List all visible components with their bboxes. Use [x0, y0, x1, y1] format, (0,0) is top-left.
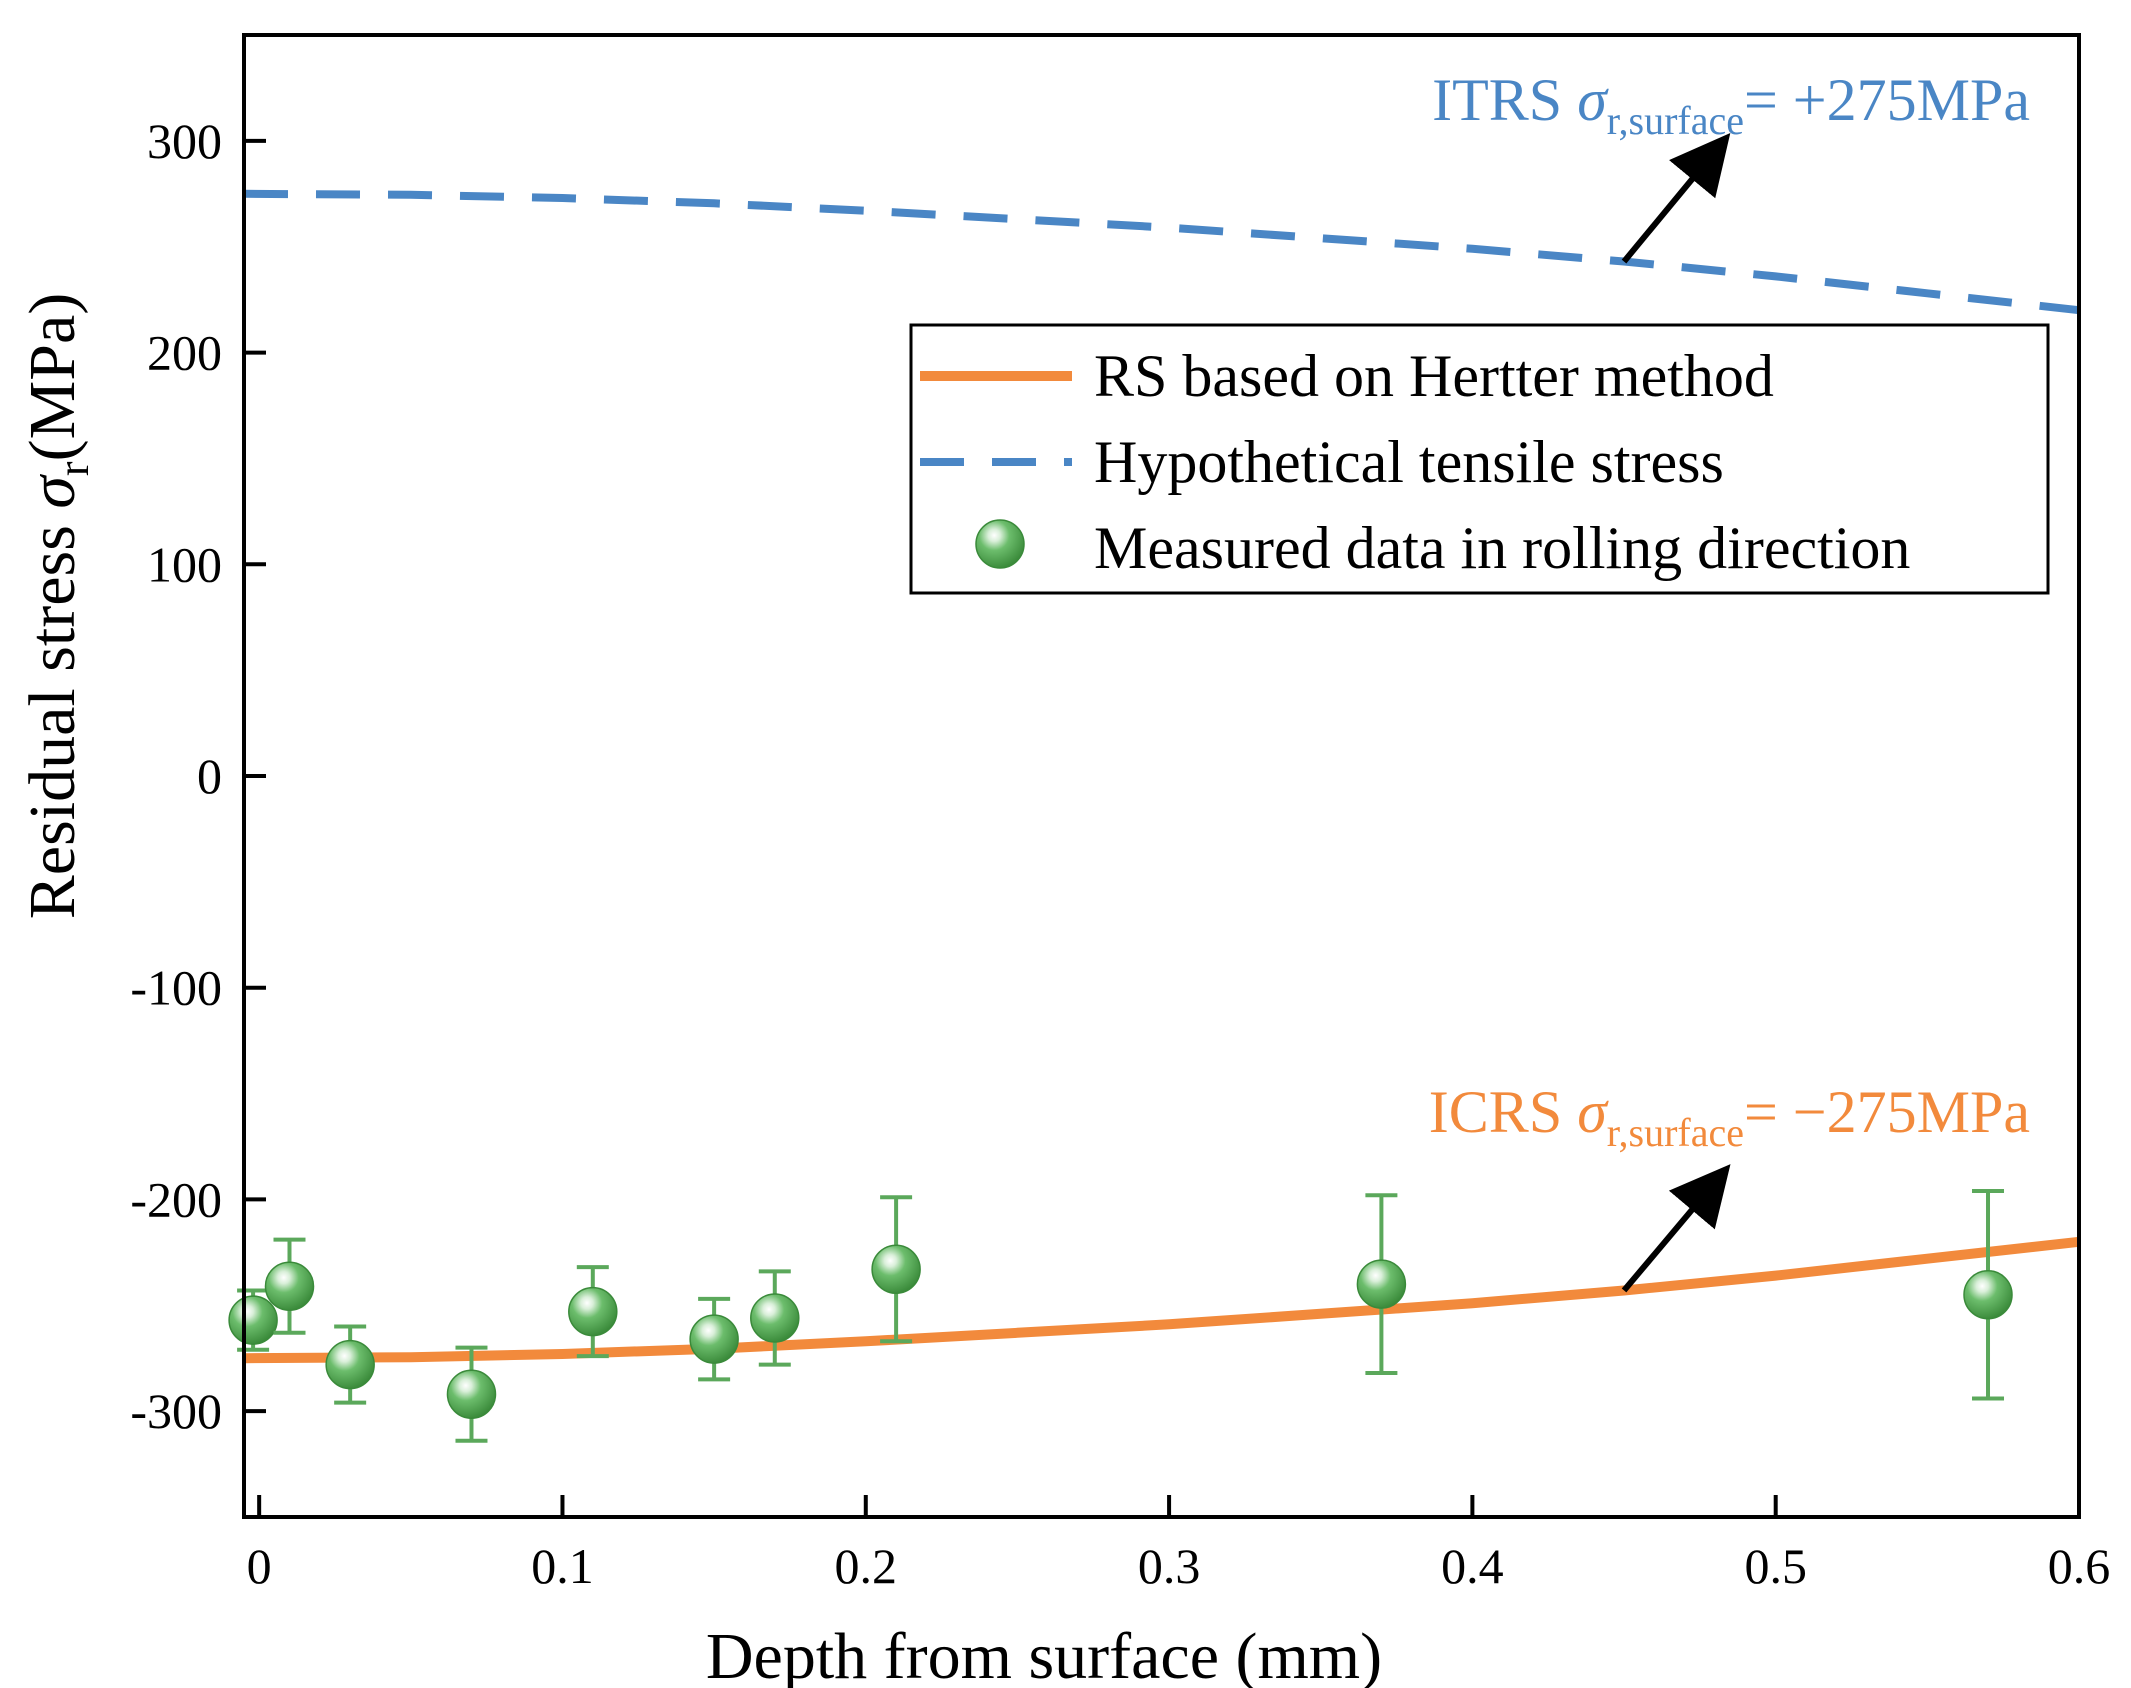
annotation-suffix-itrs: = +275MPa — [1744, 67, 2030, 133]
x-tick-label-2: 0.2 — [835, 1538, 898, 1594]
data-point-3 — [446, 1345, 497, 1443]
marker-1 — [264, 1261, 315, 1311]
annotation-sub-itrs: r,surface — [1607, 98, 1744, 143]
x-tick-label-0: 0 — [247, 1538, 272, 1594]
series-0-line — [243, 1236, 2080, 1364]
legend-swatch-2 — [975, 519, 1025, 569]
data-point-5 — [689, 1296, 739, 1382]
annotation-text-icrs: ICRS σr,surface= −275MPa — [1429, 1079, 2030, 1155]
legend-box — [909, 323, 2050, 595]
y-tick-label-6: 300 — [147, 113, 222, 169]
data-point-4 — [568, 1265, 618, 1359]
annotation-arrow-itrs — [1621, 132, 1731, 264]
data-point-8 — [1356, 1193, 1407, 1376]
y-tick-label-3: 0 — [197, 748, 222, 804]
x-tick-label-6: 0.6 — [2048, 1538, 2111, 1594]
x-tick-label-4: 0.4 — [1441, 1538, 1504, 1594]
legend: RS based on Hertter method Hypothetical t… — [909, 323, 2050, 595]
axes: 0 0.1 0.2 0.3 0.4 0.5 0.6 -300 -200 -100 0 100 200 30… — [130, 33, 2111, 1594]
legend-label-0: RS based on Hertter method — [1094, 343, 1774, 409]
data-point-1 — [264, 1237, 315, 1335]
x-tick-label-1: 0.1 — [531, 1538, 594, 1594]
y-axis-label-symbol: σ — [16, 474, 89, 509]
y-tick-label-5: 200 — [147, 325, 222, 381]
y-axis-label-unit: (MPa) — [16, 293, 89, 462]
data-point-7 — [871, 1195, 921, 1344]
annotation-text-itrs: ITRS σr,surface= +275MPa — [1432, 67, 2030, 143]
y-tick-label-2: -100 — [130, 960, 222, 1016]
annotation-icrs: ICRS σr,surface= −275MPa — [1429, 1079, 2030, 1293]
annotation-arrow-icrs — [1621, 1164, 1731, 1293]
legend-entry-2: Measured data in rolling direction — [975, 515, 1910, 581]
data-point-9 — [1963, 1188, 2013, 1401]
marker-6 — [750, 1293, 800, 1343]
data-point-0 — [228, 1288, 278, 1352]
legend-entry-0: RS based on Hertter method — [920, 343, 1774, 409]
y-axis-label-sub: r — [49, 461, 98, 476]
y-axis-label-prefix: Residual stress — [16, 509, 89, 920]
annotation-sub-icrs: r,surface — [1607, 1110, 1744, 1155]
marker-0 — [228, 1295, 278, 1345]
plot-layer — [228, 189, 2080, 1443]
annotation-prefix-icrs: ICRS — [1429, 1079, 1577, 1145]
y-tick-label-0: -300 — [130, 1383, 222, 1439]
annotation-symbol-icrs: σ — [1577, 1079, 1609, 1145]
marker-8 — [1356, 1259, 1407, 1309]
marker-4 — [568, 1286, 618, 1337]
annotation-symbol-itrs: σ — [1577, 67, 1609, 133]
marker-9 — [1963, 1269, 2013, 1320]
y-tick-label-1: -200 — [130, 1171, 222, 1227]
legend-entry-1: Hypothetical tensile stress — [920, 429, 1724, 495]
plot-frame — [242, 33, 2081, 1519]
x-tick-label-5: 0.5 — [1744, 1538, 1807, 1594]
data-point-2 — [325, 1324, 375, 1405]
marker-5 — [689, 1314, 739, 1364]
legend-label-1: Hypothetical tensile stress — [1094, 429, 1724, 495]
x-axis-label: Depth from surface (mm) — [706, 1620, 1382, 1688]
data-point-6 — [750, 1269, 800, 1367]
marker-3 — [446, 1369, 497, 1419]
marker-2 — [325, 1339, 375, 1390]
marker-7 — [871, 1244, 921, 1295]
annotation-prefix-itrs: ITRS — [1432, 67, 1577, 133]
annotation-suffix-icrs: = −275MPa — [1744, 1079, 2030, 1145]
y-axis-label: Residual stress σr(MPa) — [16, 293, 98, 920]
annotation-itrs: ITRS σr,surface= +275MPa — [1432, 67, 2030, 264]
series-1-line — [243, 189, 2080, 315]
y-tick-label-4: 100 — [147, 536, 222, 592]
x-tick-label-3: 0.3 — [1138, 1538, 1201, 1594]
legend-label-2: Measured data in rolling direction — [1094, 515, 1910, 581]
